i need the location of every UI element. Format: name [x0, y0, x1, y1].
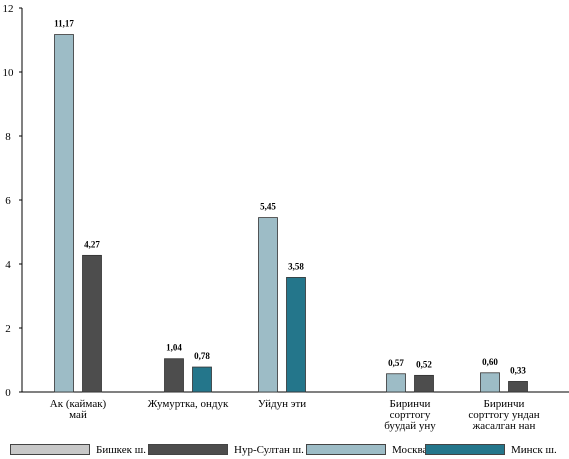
y-tick-label: 2 — [5, 323, 11, 335]
data-label: 1,04 — [166, 343, 182, 353]
legend-label-nur-sultan: Нур-Султан ш. — [234, 443, 304, 456]
data-label: 5,45 — [260, 202, 276, 212]
data-label: 0,78 — [194, 351, 210, 361]
bar — [286, 277, 306, 393]
data-label: 3,58 — [288, 261, 304, 271]
bar — [258, 217, 278, 393]
y-tick-label: 10 — [3, 67, 15, 79]
category-label: Жумуртка, ондук — [148, 398, 229, 410]
legend: Бишкек ш. Нур-Султан ш. Москва ш. Минск … — [0, 440, 569, 459]
category-label: буудай уну — [384, 420, 436, 432]
category-label: Биринчи — [390, 398, 431, 410]
category-label: жасалган нан — [472, 420, 536, 432]
legend-label-minsk: Минск ш. — [511, 443, 557, 456]
legend-swatch-nur-sultan — [148, 444, 228, 455]
bar-chart: 0 2 4 6 8 10 12 11,17 4,27 1,04 0,78 5,45 3,58 0,57 0,… — [3, 3, 569, 432]
legend-item-minsk: Минск ш. — [425, 440, 557, 459]
bar — [54, 34, 74, 393]
legend-label-bishkek: Бишкек ш. — [96, 443, 146, 456]
legend-swatch-bishkek — [10, 444, 90, 455]
data-label: 11,17 — [54, 19, 74, 29]
y-tick-label: 4 — [5, 259, 11, 271]
legend-item-nur-sultan: Нур-Султан ш. — [148, 440, 304, 459]
data-label: 0,52 — [416, 359, 432, 369]
y-tick-label: 0 — [5, 387, 11, 399]
legend-swatch-minsk — [425, 444, 505, 455]
data-label: 0,57 — [388, 358, 404, 368]
category-label: май — [69, 409, 87, 421]
bar — [414, 374, 434, 393]
category-label: сорттогу — [390, 409, 431, 421]
legend-item-bishkek: Бишкек ш. — [10, 440, 146, 459]
bar — [480, 372, 500, 393]
bar — [164, 358, 184, 393]
y-tick-label: 12 — [3, 3, 14, 15]
data-label: 4,27 — [84, 239, 100, 249]
data-label: 0,60 — [482, 357, 498, 367]
bar — [508, 381, 528, 393]
y-tick-label: 6 — [5, 195, 11, 207]
category-label: Уйдун эти — [258, 398, 306, 410]
data-label: 0,33 — [510, 365, 526, 375]
category-label: Биринчи — [484, 398, 525, 410]
bar — [82, 254, 102, 393]
legend-item-moscow: Москва ш. — [306, 440, 441, 459]
y-tick-label: 8 — [5, 131, 11, 143]
legend-swatch-moscow — [306, 444, 386, 455]
category-label: сорттогу ундан — [468, 409, 539, 421]
category-label: Ак (каймак) — [50, 398, 107, 410]
bar — [386, 373, 406, 393]
bar — [192, 366, 212, 393]
